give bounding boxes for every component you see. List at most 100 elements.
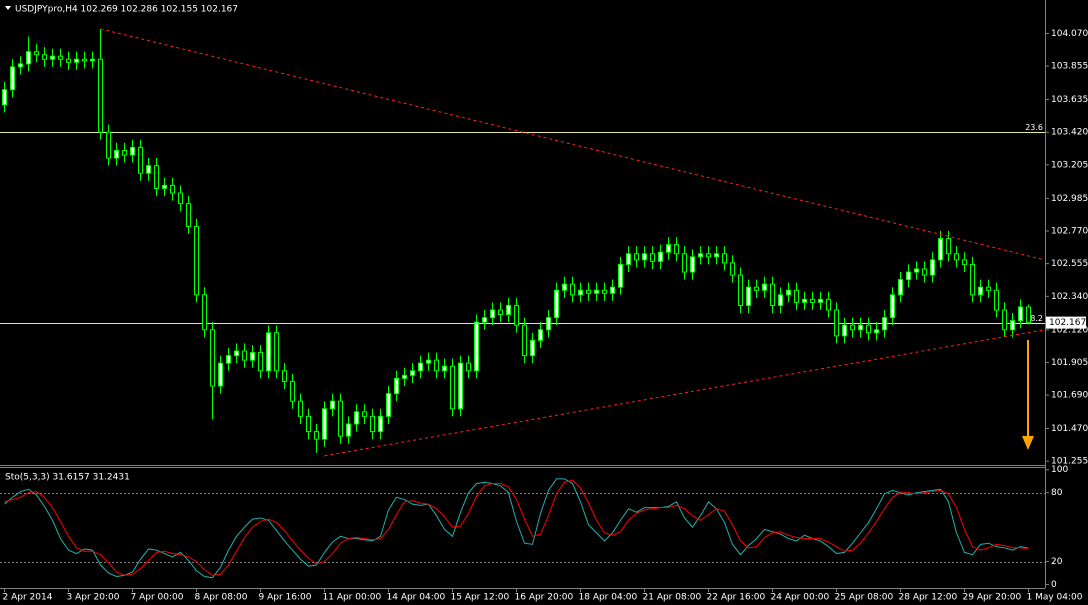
- x-tick-label: 16 Apr 20:00: [515, 593, 574, 603]
- candle-body: [962, 259, 967, 265]
- y-tick-label: 102.555: [1051, 259, 1088, 269]
- candle-body: [410, 370, 415, 376]
- candle-body: [402, 374, 407, 379]
- candle-body: [162, 184, 167, 189]
- candle-body: [1010, 320, 1015, 331]
- chart-title: USDJPYpro,H4 102.269 102.286 102.155 102…: [15, 5, 238, 15]
- y-tick-label: 103.420: [1051, 128, 1088, 138]
- candle-body: [34, 51, 39, 56]
- candle-body: [738, 274, 743, 306]
- candle-body: [298, 400, 303, 417]
- y-tick-label: 102.120: [1051, 325, 1088, 335]
- x-tick-label: 28 Apr 12:00: [899, 593, 958, 603]
- candle-body: [250, 352, 255, 361]
- candle-body: [490, 309, 495, 319]
- x-tick-label: 14 Apr 04:00: [387, 593, 446, 603]
- candle-body: [706, 253, 711, 258]
- candle-body: [362, 411, 367, 417]
- candle-body: [258, 352, 263, 372]
- candle-body: [394, 377, 399, 395]
- y-tick-label: 101.690: [1051, 391, 1088, 401]
- candle-body: [754, 286, 759, 291]
- candle-body: [826, 298, 831, 311]
- candle-body: [866, 324, 871, 334]
- candle-body: [178, 192, 183, 205]
- candle-body: [322, 408, 327, 440]
- x-tick-label: 11 Apr 00:00: [323, 593, 382, 603]
- candle-body: [762, 283, 767, 291]
- candle-body: [570, 283, 575, 296]
- x-tick-label: 9 Apr 16:00: [259, 593, 312, 603]
- candle-body: [938, 238, 943, 261]
- indicator-title: Sto(5,3,3) 31.6157 31.2431: [5, 473, 130, 483]
- candle-body: [538, 329, 543, 341]
- y-tick-label: 101.470: [1051, 424, 1088, 434]
- candle-body: [882, 317, 887, 331]
- candle-body: [1002, 309, 1007, 331]
- candle-body: [554, 289, 559, 319]
- candle-body: [778, 294, 783, 306]
- candle-body: [578, 289, 583, 296]
- candle-body: [354, 411, 359, 425]
- forecast-arrow: [1022, 340, 1034, 450]
- candle-body: [282, 370, 287, 382]
- menu-triangle: [5, 6, 11, 10]
- candle-body: [522, 324, 527, 357]
- candle-body: [930, 259, 935, 276]
- candle-body: [602, 289, 607, 294]
- y-tick-label: 80: [1051, 488, 1063, 498]
- candle-body: [626, 253, 631, 265]
- candle-body: [850, 324, 855, 331]
- y-tick-label: 20: [1051, 557, 1063, 567]
- x-tick-label: 15 Apr 12:00: [451, 593, 510, 603]
- candle-body: [770, 283, 775, 306]
- stochastic-line: [4, 478, 1029, 579]
- candle-body: [698, 253, 703, 258]
- x-tick-label: 24 Apr 00:00: [771, 593, 830, 603]
- candle-body: [546, 317, 551, 331]
- candle-body: [66, 58, 71, 63]
- candle-body: [90, 58, 95, 62]
- candle-body: [426, 359, 431, 364]
- x-tick-label: 7 Apr 00:00: [131, 593, 184, 603]
- fib-level-label: 23.6: [1025, 123, 1043, 132]
- candle-body: [338, 400, 343, 437]
- candle-body: [986, 286, 991, 291]
- stochastic-line: [4, 479, 1029, 576]
- y-tick-label: 104.070: [1051, 29, 1088, 39]
- candle-body: [450, 365, 455, 410]
- candle-body: [346, 423, 351, 437]
- candle-body: [714, 253, 719, 258]
- candle-body: [434, 359, 439, 372]
- candle-body: [674, 244, 679, 255]
- candle-body: [202, 294, 207, 331]
- candle-body: [50, 55, 55, 60]
- candle-body: [442, 365, 447, 372]
- candle-body: [506, 304, 511, 316]
- candle-body: [114, 149, 119, 159]
- candle-body: [658, 251, 663, 262]
- candle-body: [946, 238, 951, 255]
- candle-body: [122, 149, 127, 156]
- x-tick-label: 3 Apr 20:00: [67, 593, 120, 603]
- candle-body: [370, 415, 375, 433]
- candle-body: [218, 362, 223, 387]
- candle-body: [786, 289, 791, 296]
- x-tick-label: 2 Apr 2014: [3, 593, 53, 603]
- fib-level-label: 8.2: [1030, 314, 1043, 323]
- candle-body: [906, 271, 911, 281]
- y-tick-label: 102.770: [1051, 226, 1088, 236]
- candle-body: [1026, 306, 1031, 324]
- candle-body: [690, 256, 695, 273]
- candle-body: [58, 55, 63, 60]
- candle-body: [106, 131, 111, 159]
- candle-body: [74, 58, 79, 63]
- candle-body: [994, 289, 999, 311]
- y-tick-label: 100: [1051, 465, 1068, 475]
- candle-body: [642, 253, 647, 261]
- candle-body: [42, 54, 47, 60]
- last-price-box: [1046, 316, 1086, 329]
